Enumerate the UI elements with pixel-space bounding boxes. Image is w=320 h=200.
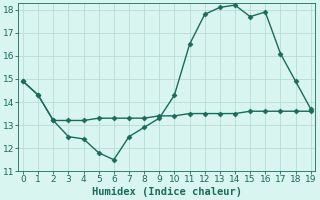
X-axis label: Humidex (Indice chaleur): Humidex (Indice chaleur) <box>92 187 242 197</box>
